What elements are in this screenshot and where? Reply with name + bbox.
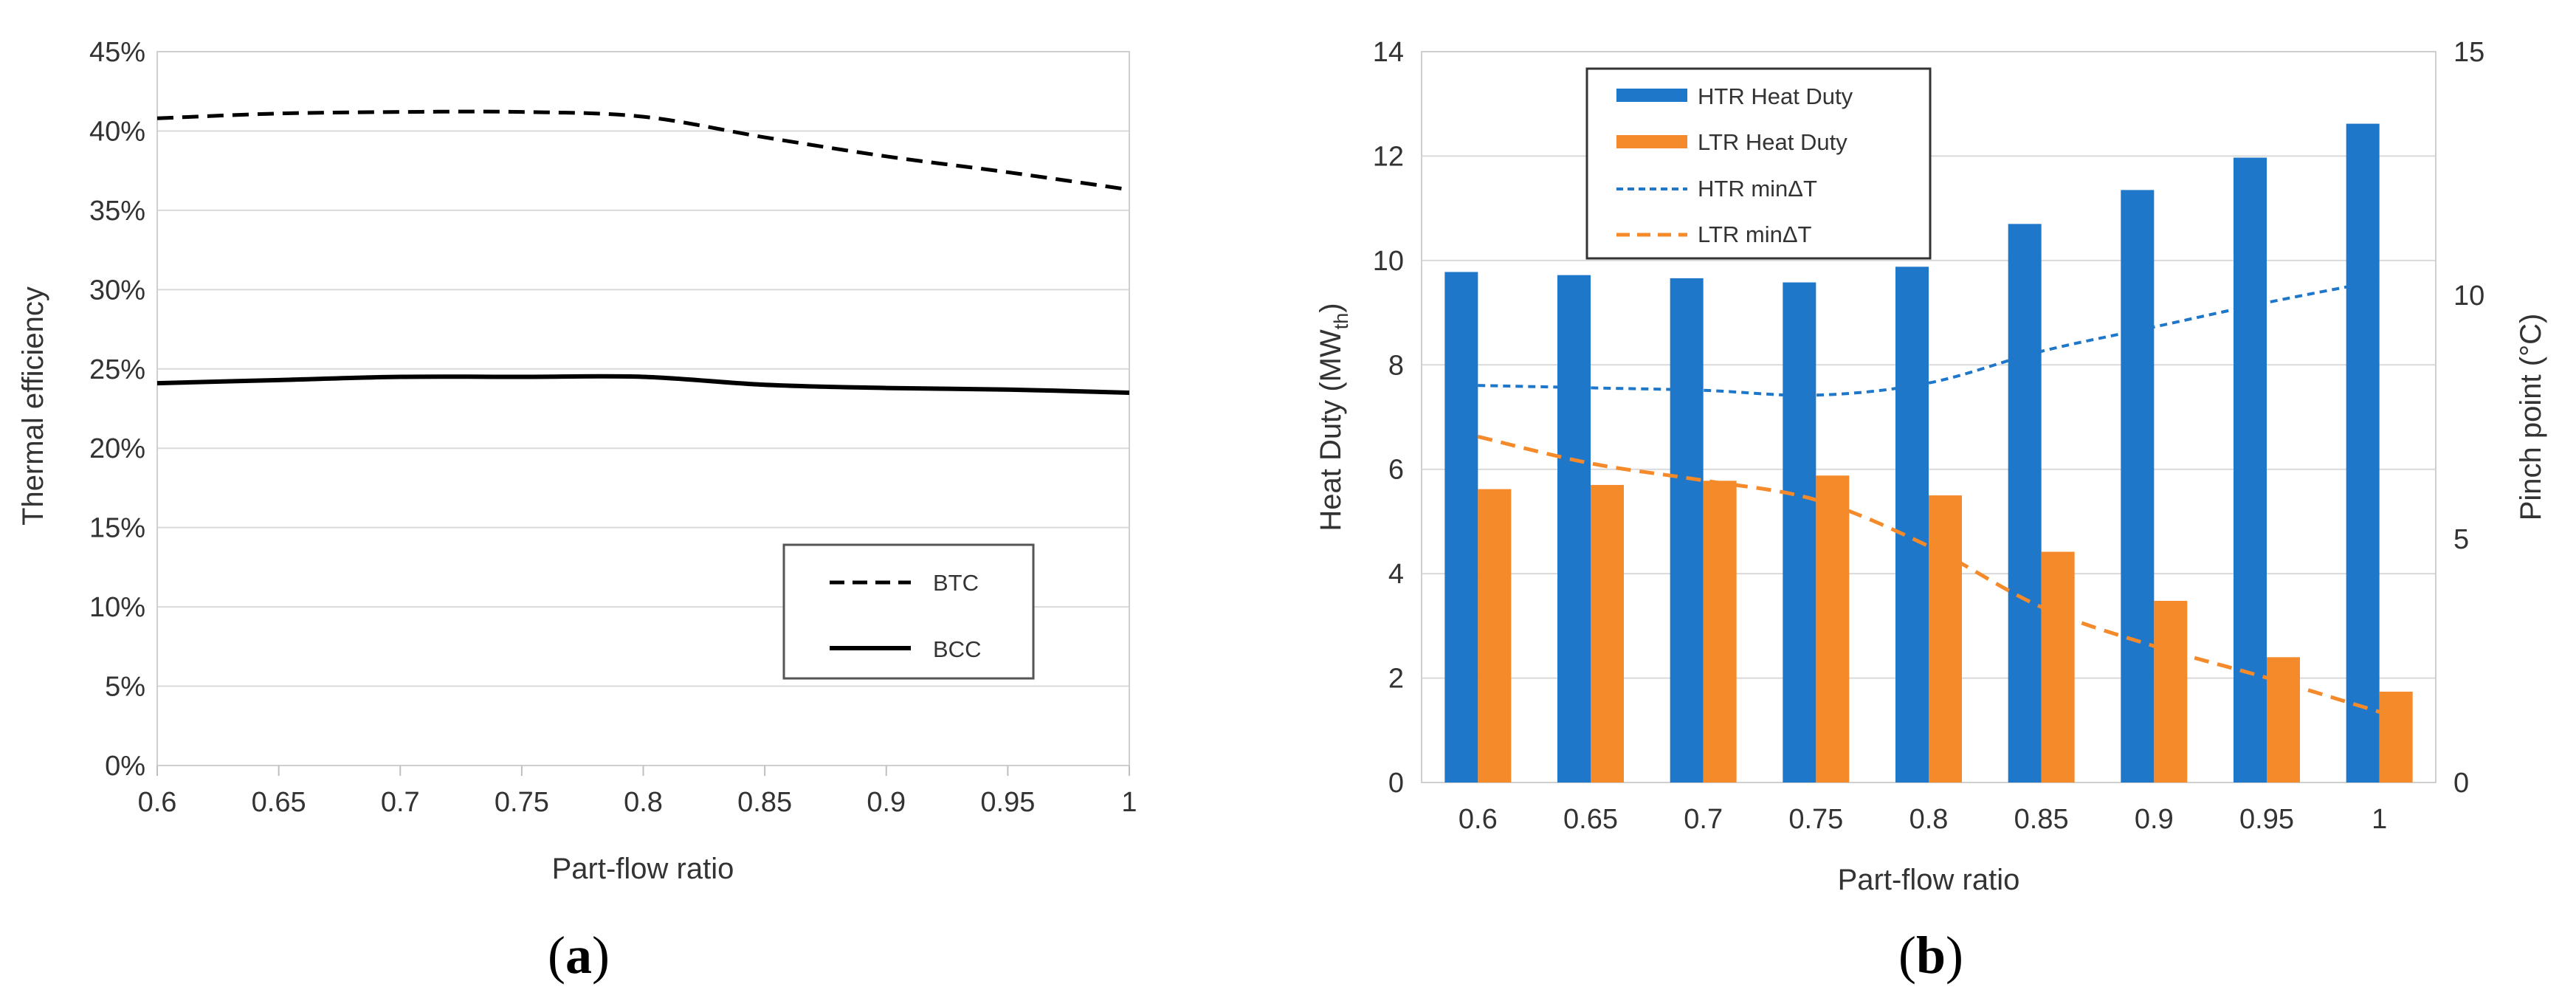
chart-a-y-tick-label: 30% xyxy=(89,275,145,306)
bar-ltr-heat-duty xyxy=(1591,484,1624,782)
chart-b-y-tick-label: 14 xyxy=(1373,37,1404,68)
chart-a-y-tick-label: 15% xyxy=(89,513,145,544)
series-line-btc xyxy=(156,109,1130,192)
chart-a-y-tick-label: 20% xyxy=(89,433,145,464)
chart-b-x-tick-label: 0.65 xyxy=(1563,804,1618,835)
chart-b-x-tick-label: 0.85 xyxy=(2014,804,2069,835)
chart-a-x-tick-label: 0.6 xyxy=(138,787,177,818)
chart-b-x-axis-title: Part-flow ratio xyxy=(1838,864,2020,896)
legend-label-btc: BTC xyxy=(933,570,979,596)
chart-a-x-tick-label: 0.9 xyxy=(867,787,906,818)
chart-a-legend: BTC BCC xyxy=(782,543,1035,680)
chart-a-y-tick-label: 35% xyxy=(89,196,145,227)
bar-htr-heat-duty xyxy=(2234,157,2267,783)
chart-b-y-tick-label: 2 xyxy=(1388,664,1404,695)
chart-b-y-tick-label: 0 xyxy=(1388,768,1404,799)
chart-a-x-tick-label: 0.65 xyxy=(252,787,306,818)
bar-htr-heat-duty xyxy=(1557,275,1591,783)
bar-htr-heat-duty xyxy=(2121,190,2155,783)
bar-ltr-heat-duty xyxy=(2154,600,2188,782)
chart-b-y-tick-label: 4 xyxy=(1388,559,1404,590)
chart-a-x-axis-title: Part-flow ratio xyxy=(552,853,734,885)
bar-ltr-heat-duty xyxy=(1478,489,1512,782)
chart-a-y-tick-label: 10% xyxy=(89,592,145,623)
chart-a-y-tick-label: 5% xyxy=(105,672,145,703)
bar-ltr-heat-duty xyxy=(1929,495,1962,782)
series-line-bcc xyxy=(156,374,1130,396)
bar-htr-heat-duty xyxy=(1783,282,1816,782)
bar-htr-heat-duty xyxy=(1444,272,1478,782)
chart-a-y-axis-title: Thermal efficiency xyxy=(17,286,49,526)
panel-label-b: (b) xyxy=(1898,926,1963,985)
chart-a-x-tick-label: 0.95 xyxy=(980,787,1035,818)
chart-a-y-tick-label: 25% xyxy=(89,354,145,385)
chart-a-x-tick-label: 0.8 xyxy=(624,787,663,818)
series-line-ltr-min-t xyxy=(1477,434,2380,714)
chart-a-x-tick-label: 1 xyxy=(1121,787,1137,818)
legend-swatch-htr-heat-duty xyxy=(1616,89,1687,102)
chart-b-y2-tick-label: 15 xyxy=(2453,37,2484,68)
chart-b-x-tick-label: 0.7 xyxy=(1684,804,1723,835)
chart-b-x-tick-label: 0.75 xyxy=(1788,804,1843,835)
bar-ltr-heat-duty xyxy=(1703,481,1737,782)
legend-label-ltr-min-dt: LTR minΔT xyxy=(1698,221,1812,247)
chart-a-x-tick-label: 0.85 xyxy=(737,787,792,818)
legend-swatch-ltr-heat-duty xyxy=(1616,135,1687,148)
chart-b-y-tick-label: 12 xyxy=(1373,141,1404,172)
chart-b-legend: HTR Heat Duty LTR Heat Duty HTR minΔT LT… xyxy=(1585,67,1932,260)
chart-a: 0.6 0.65 0.7 0.75 0.8 0.85 0.9 0.95 1 0% 5% 10% 15%… xyxy=(17,37,1137,985)
legend-label-htr-min-dt: HTR minΔT xyxy=(1698,176,1817,202)
bar-htr-heat-duty xyxy=(2346,123,2380,783)
legend-label-bcc: BCC xyxy=(933,636,981,662)
bar-htr-heat-duty xyxy=(1895,266,1929,782)
chart-b-x-tick-label: 0.8 xyxy=(1909,804,1949,835)
bar-ltr-heat-duty xyxy=(1816,475,1850,782)
chart-b-x-tick-label: 0.6 xyxy=(1459,804,1498,835)
legend-label-htr-heat-duty: HTR Heat Duty xyxy=(1698,83,1853,109)
chart-a-x-tick-label: 0.75 xyxy=(495,787,549,818)
legend-label-ltr-heat-duty: LTR Heat Duty xyxy=(1698,129,1847,155)
bar-ltr-heat-duty xyxy=(2379,691,2413,782)
chart-b-y2-tick-label: 0 xyxy=(2453,768,2469,799)
chart-a-legend-box xyxy=(782,543,1035,680)
bar-ltr-heat-duty xyxy=(2041,551,2075,782)
chart-b-y-axis-title: Heat Duty (MWth) xyxy=(1315,303,1352,531)
chart-b-y-tick-label: 6 xyxy=(1388,455,1404,486)
chart-b-y-tick-label: 10 xyxy=(1373,246,1404,277)
bar-ltr-heat-duty xyxy=(2267,657,2300,782)
chart-b-y2-axis-title: Pinch point (°C) xyxy=(2515,314,2547,521)
chart-b-x-tick-label: 0.9 xyxy=(2135,804,2174,835)
panel-label-a: (a) xyxy=(548,926,610,985)
bar-htr-heat-duty xyxy=(1670,278,1704,782)
chart-b: 0.6 0.65 0.7 0.75 0.8 0.85 0.9 0.95 1 0 2 4 6 8 10 12 1… xyxy=(1315,37,2547,985)
chart-a-x-tick-label: 0.7 xyxy=(381,787,420,818)
chart-b-x-tick-label: 0.95 xyxy=(2239,804,2294,835)
chart-b-x-tick-label: 1 xyxy=(2372,804,2387,835)
bar-htr-heat-duty xyxy=(2008,224,2042,782)
chart-a-y-tick-label: 45% xyxy=(89,37,145,68)
chart-b-y2-tick-label: 5 xyxy=(2453,524,2469,555)
chart-a-y-tick-label: 40% xyxy=(89,116,145,147)
chart-a-y-tick-label: 0% xyxy=(105,751,145,782)
chart-b-y2-tick-label: 10 xyxy=(2453,281,2484,312)
chart-b-y-tick-label: 8 xyxy=(1388,350,1404,381)
